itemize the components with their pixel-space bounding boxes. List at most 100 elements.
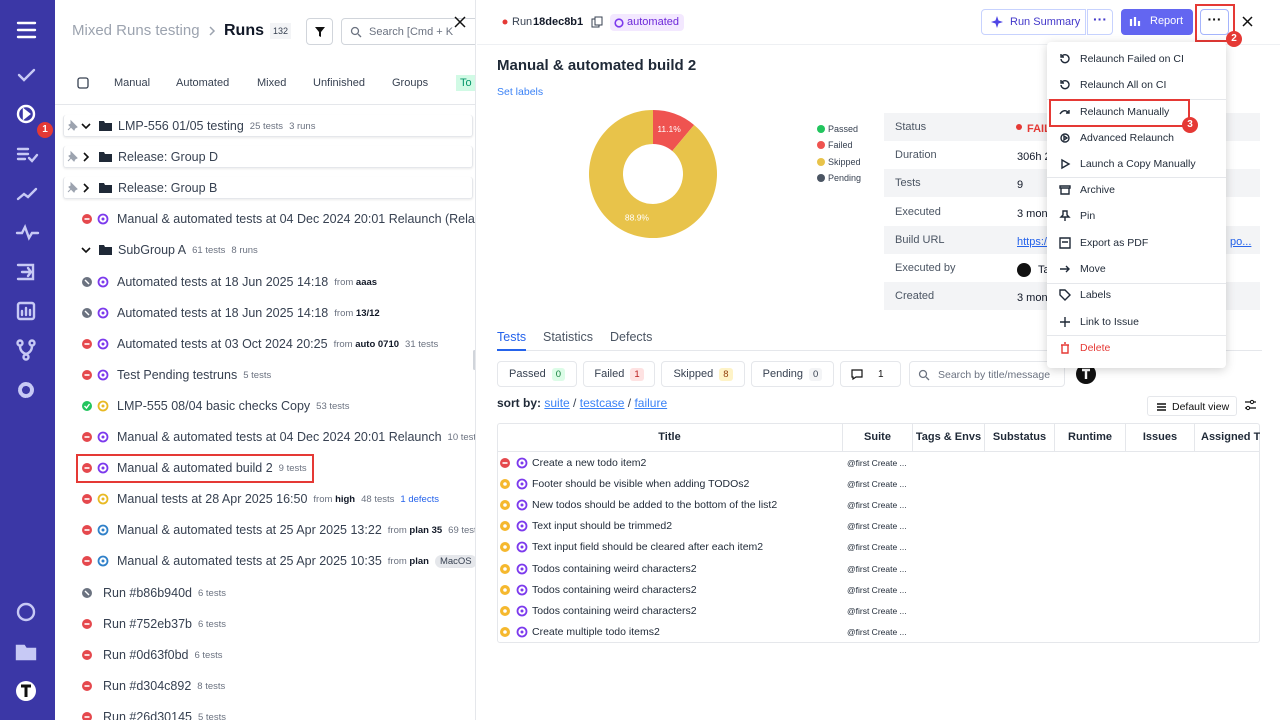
filter-chip[interactable]: Failed1: [583, 361, 655, 387]
run-item[interactable]: Test Pending testruns5 tests: [117, 366, 271, 384]
detail-tab[interactable]: Tests: [497, 329, 526, 345]
test-title[interactable]: Create a new todo item2: [532, 455, 646, 471]
run-name: Run #b86b940d: [103, 586, 192, 600]
run-item[interactable]: Run #752eb37b6 tests: [103, 615, 226, 633]
filter-button[interactable]: [306, 18, 333, 45]
run-item[interactable]: Run #b86b940d6 tests: [103, 584, 226, 602]
type-dot: [102, 218, 105, 221]
run-item[interactable]: Release: Group D: [118, 148, 218, 166]
test-title[interactable]: Text input field should be cleared after…: [532, 539, 763, 555]
runs-tab[interactable]: To: [456, 75, 476, 91]
runs-tab[interactable]: Manual: [114, 75, 150, 91]
detail-value: https://: [1017, 234, 1050, 250]
runs-tab[interactable]: Groups: [392, 75, 428, 91]
run-name: Manual tests at 28 Apr 2025 16:50: [117, 492, 307, 506]
status-glyph: [503, 503, 507, 507]
run-item[interactable]: Manual & automated tests at 25 Apr 2025 …: [117, 552, 476, 570]
type-icon: [97, 400, 109, 412]
menu-item[interactable]: Labels: [1080, 287, 1111, 303]
type-icon: [97, 431, 109, 443]
run-summary-button[interactable]: Run Summary: [981, 9, 1086, 35]
type-dot: [521, 609, 524, 612]
menu-item[interactable]: Relaunch All on CI: [1080, 77, 1166, 93]
sort-option[interactable]: suite: [544, 396, 569, 410]
filter-chip[interactable]: Skipped 8: [661, 361, 745, 387]
test-title[interactable]: Create multiple todo items2: [532, 624, 660, 640]
detail-value-tail: po...: [1230, 234, 1251, 250]
menu-item[interactable]: Delete: [1080, 340, 1110, 356]
x: [455, 17, 465, 27]
default-view-button[interactable]: Default view: [1147, 396, 1237, 416]
type-icon: [516, 457, 528, 469]
menu-item[interactable]: Move: [1080, 261, 1106, 277]
test-search[interactable]: Search by title/message: [909, 361, 1065, 387]
run-item[interactable]: SubGroup A61 tests8 runs: [118, 241, 258, 259]
search-icon: [919, 370, 929, 380]
type-icon: [516, 605, 528, 617]
menu-item[interactable]: Archive: [1080, 182, 1115, 198]
settings-icon: [1245, 400, 1256, 410]
filter-count: 8: [719, 368, 732, 381]
run-tests: 25 tests: [250, 121, 283, 132]
menu-divider: [1047, 283, 1226, 284]
runs-tab[interactable]: Unfinished: [313, 75, 365, 91]
menu-item[interactable]: Launch a Copy Manually: [1080, 156, 1196, 172]
sort-option[interactable]: testcase: [580, 396, 625, 410]
status-icon: [81, 213, 93, 225]
dot: [503, 20, 508, 25]
report-button[interactable]: Report: [1121, 9, 1193, 35]
run-item[interactable]: Manual & automated tests at 04 Dec 2024 …: [117, 428, 476, 446]
test-title[interactable]: Footer should be visible when adding TOD…: [532, 476, 749, 492]
run-name: Manual & automated tests at 25 Apr 2025 …: [117, 554, 382, 568]
type-icon: [97, 276, 109, 288]
run-item[interactable]: Automated tests at 03 Oct 2024 20:25from…: [117, 335, 438, 353]
test-suite: @first Create ...: [847, 582, 907, 598]
x: [1243, 17, 1252, 26]
folder: [99, 183, 112, 193]
run-item[interactable]: Release: Group B: [118, 179, 217, 197]
run-item[interactable]: LMP-556 01/05 testing25 tests3 runs: [118, 117, 315, 135]
chevron: [82, 124, 90, 128]
detail-tab[interactable]: Statistics: [543, 329, 593, 345]
folder: [99, 245, 112, 255]
runs-tab[interactable]: Automated: [176, 75, 229, 91]
menu-item[interactable]: Export as PDF: [1080, 235, 1148, 251]
run-item[interactable]: Manual & automated tests at 04 Dec 2024 …: [117, 210, 476, 228]
detail-tab[interactable]: Defects: [610, 329, 652, 345]
type-dot: [102, 281, 105, 284]
sort-option[interactable]: failure: [634, 396, 667, 410]
detail-label: Status: [895, 119, 926, 135]
comments-count: 1: [878, 367, 884, 383]
run-item[interactable]: Automated tests at 18 Jun 2025 14:18from…: [117, 273, 377, 291]
detail-value: 3 mon: [1017, 206, 1048, 222]
menu-item[interactable]: Pin: [1080, 208, 1095, 224]
type-icon: [516, 499, 528, 511]
dot: [1016, 124, 1022, 130]
type-dot: [521, 483, 524, 486]
run-item[interactable]: Run #d304c8928 tests: [103, 677, 225, 695]
test-title[interactable]: Todos containing weird characters2: [532, 561, 697, 577]
run-item[interactable]: Run #26d301455 tests: [103, 708, 226, 720]
test-title[interactable]: New todos should be added to the bottom …: [532, 497, 777, 513]
menu-icon: [1059, 237, 1071, 249]
menu-item[interactable]: Link to Issue: [1080, 314, 1139, 330]
comments-chip[interactable]: 1: [840, 361, 901, 387]
run-item[interactable]: Automated tests at 18 Jun 2025 14:18from…: [117, 304, 380, 322]
set-labels[interactable]: Set labels: [497, 84, 543, 100]
test-title[interactable]: Todos containing weird characters2: [532, 603, 697, 619]
runs-tab[interactable]: Mixed: [257, 75, 286, 91]
status-icon: [81, 587, 93, 599]
more-button[interactable]: ···: [1087, 9, 1113, 35]
run-item[interactable]: Run #0d63f0bd6 tests: [103, 646, 223, 664]
menu-item[interactable]: Advanced Relaunch: [1080, 130, 1174, 146]
run-item[interactable]: Manual & automated tests at 25 Apr 2025 …: [117, 521, 476, 539]
filter-label: Skipped: [673, 368, 713, 380]
filter-chip[interactable]: Passed0: [497, 361, 577, 387]
annotation-marker: 2: [1226, 31, 1242, 47]
test-title[interactable]: Text input should be trimmed2: [532, 518, 672, 534]
menu-item[interactable]: Relaunch Failed on CI: [1080, 51, 1184, 67]
test-title[interactable]: Todos containing weird characters2: [532, 582, 697, 598]
run-item[interactable]: LMP-555 08/04 basic checks Copy53 tests: [117, 397, 349, 415]
run-item[interactable]: Manual tests at 28 Apr 2025 16:50from hi…: [117, 490, 439, 508]
filter-chip[interactable]: Pending0: [751, 361, 834, 387]
